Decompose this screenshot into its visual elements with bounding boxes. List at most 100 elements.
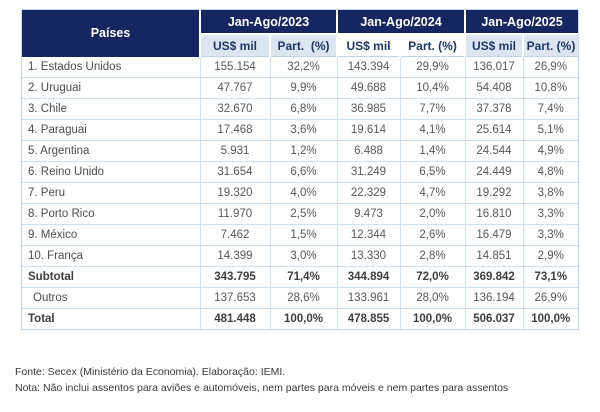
table-row: 7. Peru 19.320 4,0% 22.329 4,7% 19.292 3,8%: [22, 182, 578, 204]
value-cell: 11.970: [200, 203, 271, 225]
value-cell: 1,4%: [400, 140, 466, 162]
value-cell: 31.654: [200, 161, 271, 183]
value-cell: 2,5%: [270, 203, 338, 225]
period-header-2025: Jan-Ago/2025: [464, 10, 578, 35]
period-header-2023: Jan-Ago/2023: [199, 10, 337, 35]
value-cell: 6,6%: [270, 161, 338, 183]
value-cell: 478.855: [337, 308, 401, 329]
usd-header-2024: US$ mil: [336, 34, 400, 57]
value-cell: 36.985: [337, 98, 401, 120]
value-cell: 19.614: [337, 119, 401, 141]
value-cell: 28,6%: [270, 287, 338, 309]
value-cell: 369.842: [465, 266, 524, 288]
table-body: 1. Estados Unidos 155.154 32,2% 143.394 29,9…: [22, 56, 578, 329]
table-row: Subtotal 343.795 71,4% 344.894 72,0% 369.842 7…: [22, 266, 578, 288]
value-cell: 136.017: [465, 56, 524, 78]
value-cell: 5.931: [200, 140, 271, 162]
data-table: Países Jan-Ago/2023 Jan-Ago/2024 Jan-Ago…: [22, 10, 578, 329]
value-cell: 19.320: [200, 182, 271, 204]
part-header-2024: Part. (%): [399, 34, 465, 57]
value-cell: 1,2%: [270, 140, 338, 162]
value-cell: 10,4%: [400, 77, 466, 99]
usd-header-2023: US$ mil: [199, 34, 270, 57]
value-cell: 3,3%: [523, 203, 578, 225]
table-row: Total 481.448 100,0% 478.855 100,0% 506.037 10…: [22, 308, 578, 329]
country-cell: 7. Peru: [22, 182, 201, 204]
value-cell: 25.614: [465, 119, 524, 141]
table-row: 6. Reino Unido 31.654 6,6% 31.249 6,5% 24.449…: [22, 161, 578, 183]
value-cell: 155.154: [200, 56, 271, 78]
value-cell: 133.961: [337, 287, 401, 309]
value-cell: 32,2%: [270, 56, 338, 78]
value-cell: 5,1%: [523, 119, 578, 141]
value-cell: 2,6%: [400, 224, 466, 246]
table-sub-header-row: US$ mil Part. (%) US$ mil Part. (%) US$ …: [22, 34, 578, 57]
country-cell: Subtotal: [22, 266, 201, 288]
table-row: Outros 137.653 28,6% 133.961 28,0% 136.194 26,…: [22, 287, 578, 309]
table-row: 4. Paraguai 17.468 3,6% 19.614 4,1% 25.614 5,1…: [22, 119, 578, 141]
value-cell: 16.810: [465, 203, 524, 225]
value-cell: 37.378: [465, 98, 524, 120]
value-cell: 14.399: [200, 245, 271, 267]
country-cell: 5. Argentina: [22, 140, 201, 162]
value-cell: 143.394: [337, 56, 401, 78]
country-cell: Total: [22, 308, 201, 329]
export-countries-table: Países Jan-Ago/2023 Jan-Ago/2024 Jan-Ago…: [21, 9, 579, 330]
value-cell: 73,1%: [523, 266, 578, 288]
value-cell: 14.851: [465, 245, 524, 267]
value-cell: 506.037: [465, 308, 524, 329]
table-row: 2. Uruguai 47.767 9,9% 49.688 10,4% 54.408 10,…: [22, 77, 578, 99]
value-cell: 29,9%: [400, 56, 466, 78]
value-cell: 9.473: [337, 203, 401, 225]
country-cell: 2. Uruguai: [22, 77, 201, 99]
value-cell: 100,0%: [400, 308, 466, 329]
value-cell: 28,0%: [400, 287, 466, 309]
value-cell: 17.468: [200, 119, 271, 141]
value-cell: 9,9%: [270, 77, 338, 99]
country-cell: 9. México: [22, 224, 201, 246]
source-note: Fonte: Secex (Ministério da Economia). E…: [15, 366, 286, 378]
value-cell: 24.544: [465, 140, 524, 162]
value-cell: 6,5%: [400, 161, 466, 183]
country-cell: 8. Porto Rico: [22, 203, 201, 225]
value-cell: 4,7%: [400, 182, 466, 204]
country-cell: 6. Reino Unido: [22, 161, 201, 183]
value-cell: 137.653: [200, 287, 271, 309]
value-cell: 24.449: [465, 161, 524, 183]
value-cell: 4,8%: [523, 161, 578, 183]
value-cell: 343.795: [200, 266, 271, 288]
value-cell: 3,6%: [270, 119, 338, 141]
value-cell: 49.688: [337, 77, 401, 99]
value-cell: 136.194: [465, 287, 524, 309]
country-cell: 1. Estados Unidos: [22, 56, 201, 78]
table-row: 1. Estados Unidos 155.154 32,2% 143.394 29,9…: [22, 56, 578, 78]
countries-column-header: Países: [22, 10, 201, 57]
value-cell: 100,0%: [270, 308, 338, 329]
period-header-2024: Jan-Ago/2024: [336, 10, 465, 35]
value-cell: 32.670: [200, 98, 271, 120]
value-cell: 3,0%: [270, 245, 338, 267]
value-cell: 6,8%: [270, 98, 338, 120]
value-cell: 4,0%: [270, 182, 338, 204]
table-group-header-row: Países Jan-Ago/2023 Jan-Ago/2024 Jan-Ago…: [22, 10, 578, 57]
value-cell: 7.462: [200, 224, 271, 246]
value-cell: 7,7%: [400, 98, 466, 120]
value-cell: 13.330: [337, 245, 401, 267]
value-cell: 22.329: [337, 182, 401, 204]
value-cell: 10,8%: [523, 77, 578, 99]
part-header-2025: Part. (%): [522, 34, 578, 57]
value-cell: 100,0%: [523, 308, 578, 329]
value-cell: 26,9%: [523, 287, 578, 309]
value-cell: 31.249: [337, 161, 401, 183]
usd-header-2025: US$ mil: [464, 34, 523, 57]
value-cell: 72,0%: [400, 266, 466, 288]
table-footnotes: Fonte: Secex (Ministério da Economia). E…: [15, 365, 508, 396]
country-cell: Outros: [22, 287, 201, 309]
country-cell: 10. França: [22, 245, 201, 267]
value-cell: 47.767: [200, 77, 271, 99]
table-row: 3. Chile 32.670 6,8% 36.985 7,7% 37.378 7,4%: [22, 98, 578, 120]
value-cell: 12.344: [337, 224, 401, 246]
value-cell: 481.448: [200, 308, 271, 329]
value-cell: 2,0%: [400, 203, 466, 225]
value-cell: 3,8%: [523, 182, 578, 204]
